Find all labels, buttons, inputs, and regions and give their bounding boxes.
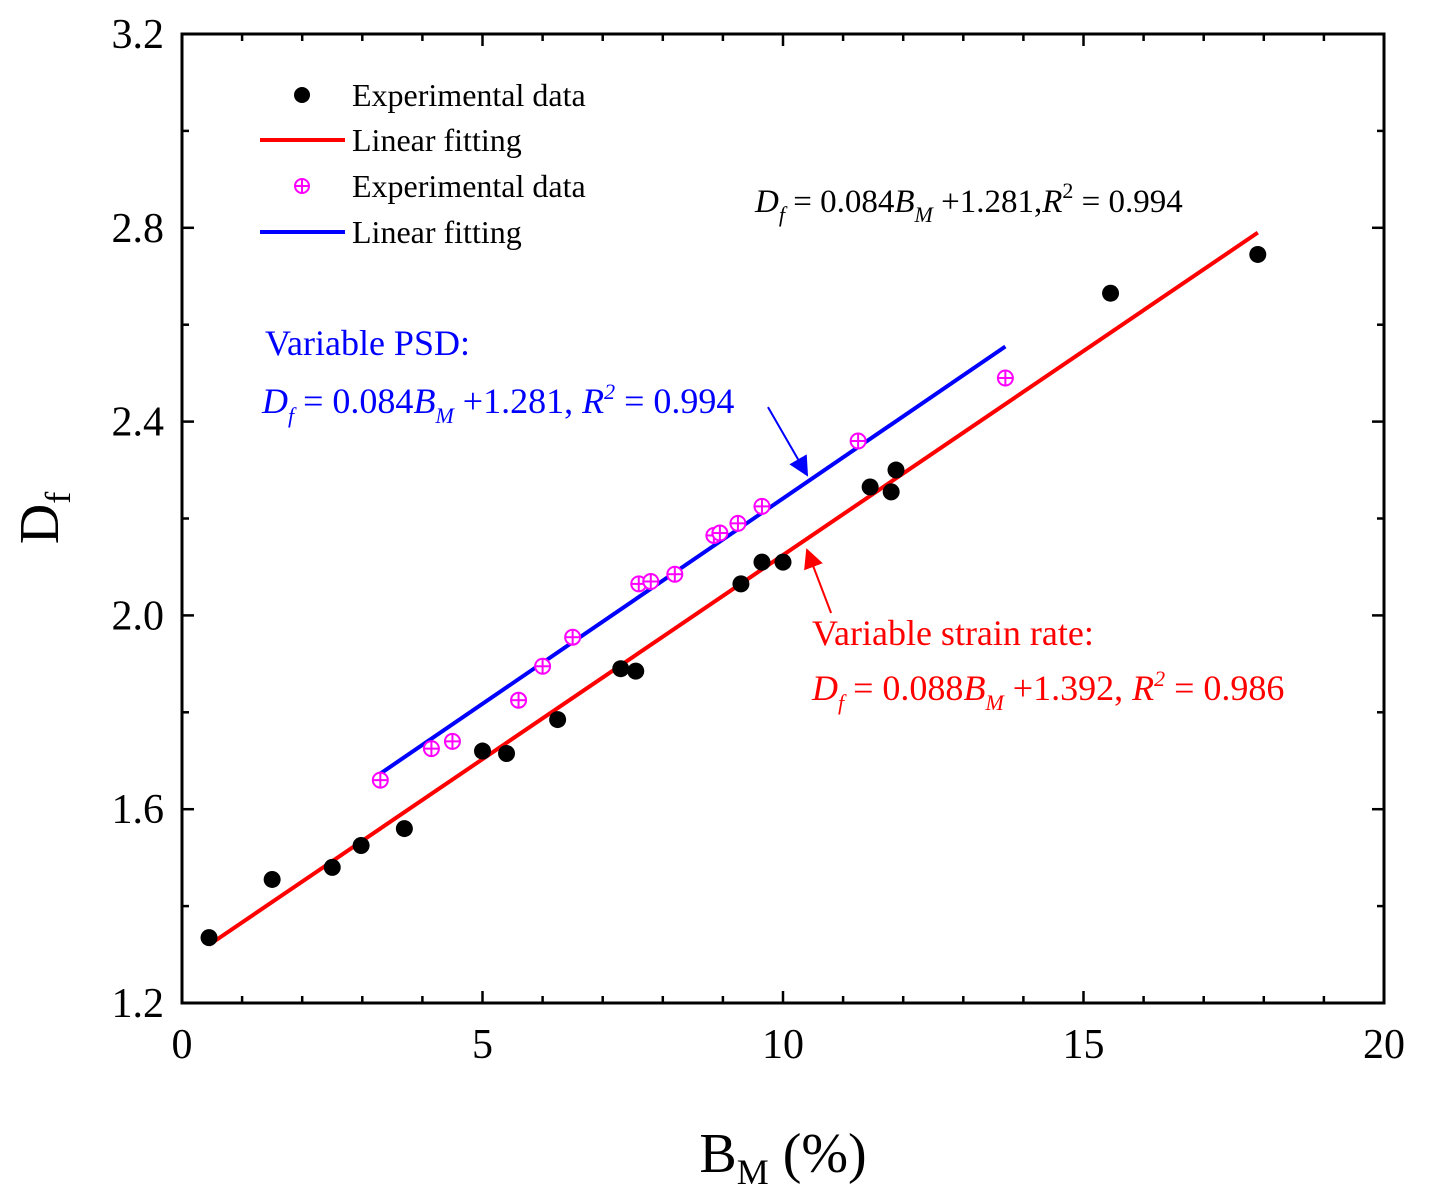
- data-point-black: [887, 461, 905, 479]
- x-tick-label: 10: [762, 1022, 804, 1068]
- data-point-black: [732, 575, 750, 593]
- data-point-black: [1249, 245, 1267, 263]
- y-tick-label: 1.6: [112, 787, 165, 833]
- data-point-black: [861, 478, 879, 496]
- legend-label-4: Linear fitting: [352, 214, 522, 250]
- data-point-magenta: [371, 771, 389, 789]
- data-point-magenta: [666, 565, 684, 583]
- data-point-magenta: [642, 572, 660, 590]
- data-point-black: [1102, 284, 1120, 302]
- data-point-black: [200, 929, 218, 947]
- data-point-magenta: [443, 732, 461, 750]
- data-point-black: [612, 660, 630, 678]
- data-point-magenta: [729, 514, 747, 532]
- data-point-black: [474, 742, 491, 760]
- data-point-magenta: [711, 524, 729, 542]
- x-tick-label: 15: [1063, 1022, 1105, 1068]
- fit-lines: [207, 230, 1259, 947]
- data-point-black: [753, 553, 771, 571]
- y-tick-label: 2.4: [112, 400, 165, 446]
- y-tick-label: 2.0: [112, 593, 165, 639]
- data-point-magenta: [564, 628, 582, 646]
- data-point-magenta: [534, 657, 552, 675]
- data-point-black: [498, 744, 516, 762]
- legend-marker-black-dot: [294, 87, 310, 103]
- legend-marker-magenta-circle-plus: [294, 178, 310, 194]
- data-point-black: [395, 820, 413, 838]
- data-point-magenta: [996, 369, 1014, 387]
- legend-label-2: Linear fitting: [352, 122, 522, 158]
- data-point-magenta: [422, 740, 440, 758]
- x-axis-title: BM (%): [699, 1123, 866, 1192]
- x-tick-label: 5: [472, 1022, 493, 1068]
- strain-arrow: [804, 548, 833, 614]
- legend-label-3: Experimental data: [352, 168, 586, 204]
- axis-tick-labels: 0 5 10 15 20 1.2 1.6 2.0 2.4 2.8 3.2: [112, 12, 1406, 1068]
- strain-equation: Df = 0.088BM +1.392, R2 = 0.986: [811, 666, 1284, 715]
- psd-title: Variable PSD:: [265, 323, 470, 363]
- y-tick-label: 1.2: [112, 981, 165, 1027]
- legend-label-1: Experimental data: [352, 77, 586, 113]
- x-tick-label: 20: [1363, 1022, 1405, 1068]
- top-equation: Df = 0.084BM +1.281,R2 = 0.994: [754, 178, 1183, 227]
- data-point-black: [323, 858, 341, 876]
- axis-ticks: [180, 32, 1386, 1005]
- blue-fit-line: [373, 344, 1007, 780]
- psd-arrow: [767, 406, 809, 477]
- red-fit-line: [207, 230, 1259, 947]
- data-point-magenta: [849, 432, 867, 450]
- y-axis-title: Df: [9, 492, 78, 544]
- legend: Experimental data Linear fitting Experim…: [260, 77, 586, 250]
- data-point-black: [774, 553, 792, 571]
- data-point-black: [352, 837, 370, 855]
- data-point-magenta: [753, 497, 771, 515]
- data-point-black: [263, 870, 281, 888]
- y-tick-label: 2.8: [112, 206, 165, 252]
- data-points: [200, 245, 1267, 947]
- data-point-black: [882, 483, 900, 501]
- data-point-black: [549, 711, 567, 729]
- psd-equation: Df = 0.084BM +1.281, R2 = 0.994: [261, 379, 734, 428]
- strain-title: Variable strain rate:: [812, 613, 1094, 653]
- y-tick-label: 3.2: [112, 12, 165, 58]
- data-point-magenta: [510, 691, 528, 709]
- x-tick-label: 0: [172, 1022, 193, 1068]
- data-point-black: [627, 662, 645, 680]
